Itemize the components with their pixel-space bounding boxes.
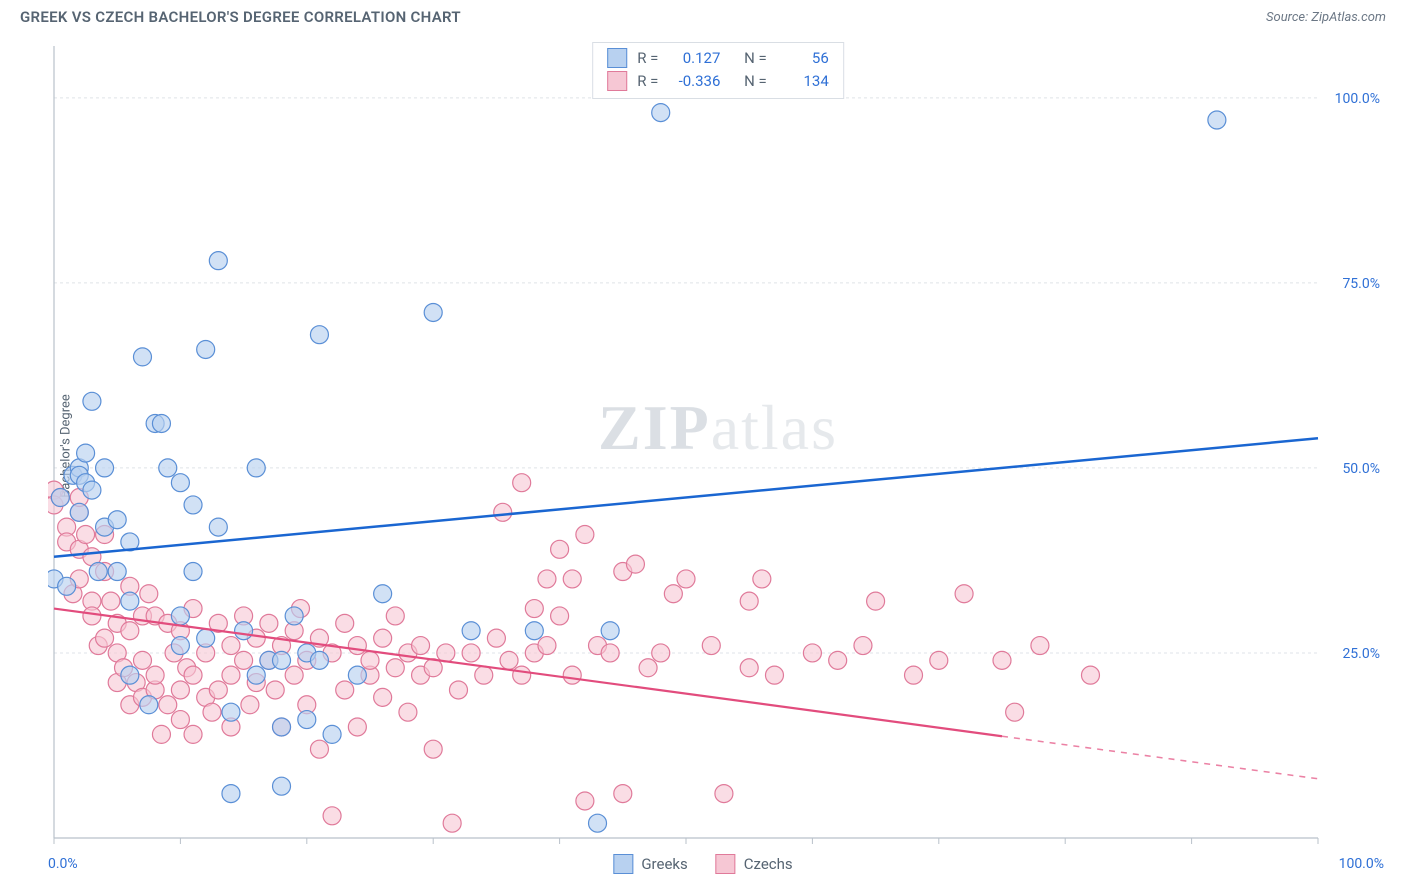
r-label: R = <box>637 70 658 93</box>
source-attribution: Source: ZipAtlas.com <box>1266 10 1386 25</box>
x-tick-min: 0.0% <box>48 856 78 872</box>
n-label: N = <box>744 70 767 93</box>
svg-text:50.0%: 50.0% <box>1342 461 1380 477</box>
chart-area: 25.0%50.0%75.0%100.0% ZIPatlas R = 0.127… <box>48 40 1388 848</box>
legend-label-greeks: Greeks <box>641 855 687 873</box>
scatter-plot: 25.0% 50.0% 75.0% 100.0% <box>48 40 1388 848</box>
chart-header: GREEK VS CZECH BACHELOR'S DEGREE CORRELA… <box>0 0 1406 32</box>
svg-text:100.0%: 100.0% <box>1335 91 1380 107</box>
legend-item-greeks: Greeks <box>613 854 687 874</box>
svg-text:75.0%: 75.0% <box>1342 276 1380 292</box>
n-value-greeks: 56 <box>777 47 829 70</box>
r-label: R = <box>637 47 658 70</box>
x-tick-max: 100.0% <box>1339 856 1384 872</box>
svg-text:25.0%: 25.0% <box>1342 646 1380 662</box>
series-legend: Greeks Czechs <box>613 854 792 874</box>
legend-row-czechs: R = -0.336 N = 134 <box>607 70 829 93</box>
correlation-legend: R = 0.127 N = 56 R = -0.336 N = 134 <box>592 42 844 99</box>
n-value-czechs: 134 <box>777 70 829 93</box>
n-label: N = <box>744 47 767 70</box>
chart-title: GREEK VS CZECH BACHELOR'S DEGREE CORRELA… <box>20 8 461 26</box>
legend-label-czechs: Czechs <box>744 855 793 873</box>
legend-row-greeks: R = 0.127 N = 56 <box>607 47 829 70</box>
swatch-greeks <box>607 48 627 68</box>
swatch-czechs-icon <box>716 854 736 874</box>
legend-item-czechs: Czechs <box>716 854 793 874</box>
r-value-greeks: 0.127 <box>668 47 720 70</box>
swatch-greeks-icon <box>613 854 633 874</box>
r-value-czechs: -0.336 <box>668 70 720 93</box>
swatch-czechs <box>607 71 627 91</box>
